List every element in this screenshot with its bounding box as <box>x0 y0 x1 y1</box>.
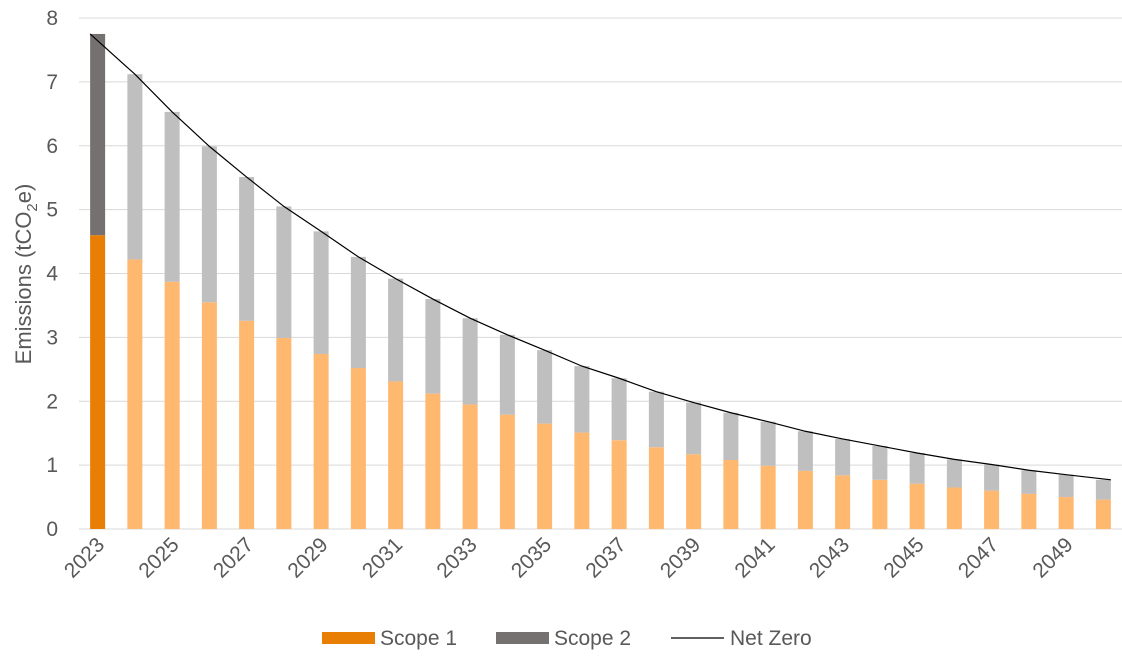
bar-scope-2 <box>127 74 143 260</box>
y-axis-ticks: 0 1 2 3 4 5 6 7 8 <box>46 7 58 541</box>
bar-scope-1 <box>313 353 329 529</box>
bar-scope-1 <box>388 381 404 529</box>
x-tick-label: 2041 <box>730 533 779 582</box>
bar-scope-1 <box>127 259 143 529</box>
bar-scope-2 <box>201 146 217 303</box>
bar-scope-2 <box>499 334 515 415</box>
legend-label-scope-2: Scope 2 <box>554 627 631 650</box>
bar-scope-1 <box>350 368 366 529</box>
bar-scope-2 <box>797 431 813 471</box>
x-tick-label: 2027 <box>209 533 258 582</box>
bar-scope-2 <box>1058 474 1074 498</box>
bar-scope-2 <box>686 402 702 455</box>
bar-scope-2 <box>350 256 366 369</box>
bar-scope-1 <box>164 281 180 529</box>
bar-scope-1 <box>239 320 255 529</box>
bar-scope-2 <box>611 378 627 441</box>
bar-scope-1 <box>723 460 739 529</box>
legend-swatch-scope-2 <box>496 632 549 644</box>
bar-scope-1 <box>425 393 441 529</box>
legend-swatch-scope-1 <box>322 632 375 644</box>
x-tick-label: 2039 <box>656 533 705 582</box>
x-tick-label: 2029 <box>283 533 332 582</box>
bar-scope-2 <box>462 318 478 405</box>
y-tick-label: 7 <box>46 71 58 94</box>
gridlines <box>79 17 1122 530</box>
x-tick-label: 2033 <box>432 533 481 582</box>
bar-scope-1 <box>909 483 925 529</box>
bar-scope-2 <box>313 231 329 354</box>
bar-scope-1 <box>760 465 776 529</box>
legend: Scope 1 Scope 2 Net Zero <box>322 627 812 650</box>
bar-scope-1 <box>835 475 851 529</box>
net-zero-line <box>89 33 1111 481</box>
bar-scope-1 <box>1058 497 1074 529</box>
bar-scope-1 <box>537 423 553 529</box>
y-tick-label: 8 <box>46 7 58 30</box>
y-tick-label: 1 <box>46 454 58 477</box>
x-tick-label: 2023 <box>60 533 109 582</box>
bar-scope-1 <box>797 470 813 529</box>
bar-scope-2 <box>909 452 925 484</box>
x-tick-label: 2049 <box>1028 533 1077 582</box>
bar-scope-2 <box>164 111 180 282</box>
legend-label-scope-1: Scope 1 <box>380 627 457 650</box>
x-tick-label: 2045 <box>879 533 928 582</box>
bar-scope-1 <box>90 235 106 530</box>
bar-scope-2 <box>1095 479 1111 500</box>
bar-scope-2 <box>984 464 1000 491</box>
bar-scope-1 <box>276 338 292 529</box>
y-axis-label-subscript: 2 <box>24 203 41 211</box>
bar-scope-1 <box>201 302 217 529</box>
bar-scope-2 <box>946 459 962 488</box>
bar-scope-2 <box>388 278 404 382</box>
bar-scope-2 <box>760 421 776 466</box>
bar-scope-2 <box>90 33 106 236</box>
bar-scope-1 <box>872 479 888 529</box>
bar-scope-2 <box>276 206 292 339</box>
x-axis-ticks: 2023 2025 2027 2029 2031 2033 2035 2037 2039 2041… <box>60 533 1078 582</box>
x-tick-label: 2047 <box>954 533 1003 582</box>
bars <box>90 33 1111 530</box>
bar-scope-1 <box>648 447 664 529</box>
y-axis-label: Emissions (tCO2e) <box>11 184 41 365</box>
y-tick-label: 5 <box>46 199 58 222</box>
x-tick-label: 2031 <box>358 533 407 582</box>
bar-scope-2 <box>835 438 851 476</box>
y-tick-label: 0 <box>46 518 58 541</box>
bar-scope-2 <box>239 177 255 321</box>
bar-scope-2 <box>537 350 553 424</box>
bar-scope-1 <box>574 432 590 529</box>
bar-scope-2 <box>723 412 739 461</box>
x-tick-label: 2037 <box>581 533 630 582</box>
y-axis-label-main: Emissions (tCO <box>11 212 36 365</box>
x-tick-label: 2035 <box>507 533 556 582</box>
bar-scope-1 <box>611 440 627 529</box>
bar-scope-2 <box>574 366 590 433</box>
bar-scope-1 <box>462 404 478 529</box>
bar-scope-2 <box>872 445 888 480</box>
x-tick-label: 2025 <box>134 533 183 582</box>
bar-scope-1 <box>946 487 962 529</box>
y-tick-label: 3 <box>46 326 58 349</box>
y-tick-label: 2 <box>46 390 58 413</box>
bar-scope-1 <box>984 490 1000 529</box>
bar-scope-2 <box>425 299 441 394</box>
bar-scope-2 <box>1021 470 1037 494</box>
bar-scope-1 <box>1021 493 1037 529</box>
bar-scope-1 <box>1095 499 1111 529</box>
y-tick-label: 6 <box>46 135 58 158</box>
net-zero-line-group <box>89 33 1111 481</box>
bar-scope-1 <box>499 414 515 529</box>
y-axis-label-suffix: e) <box>11 184 36 204</box>
y-tick-label: 4 <box>46 263 58 286</box>
bar-scope-2 <box>648 391 664 448</box>
legend-label-net-zero: Net Zero <box>730 627 812 650</box>
x-tick-label: 2043 <box>805 533 854 582</box>
bar-scope-1 <box>686 454 702 529</box>
